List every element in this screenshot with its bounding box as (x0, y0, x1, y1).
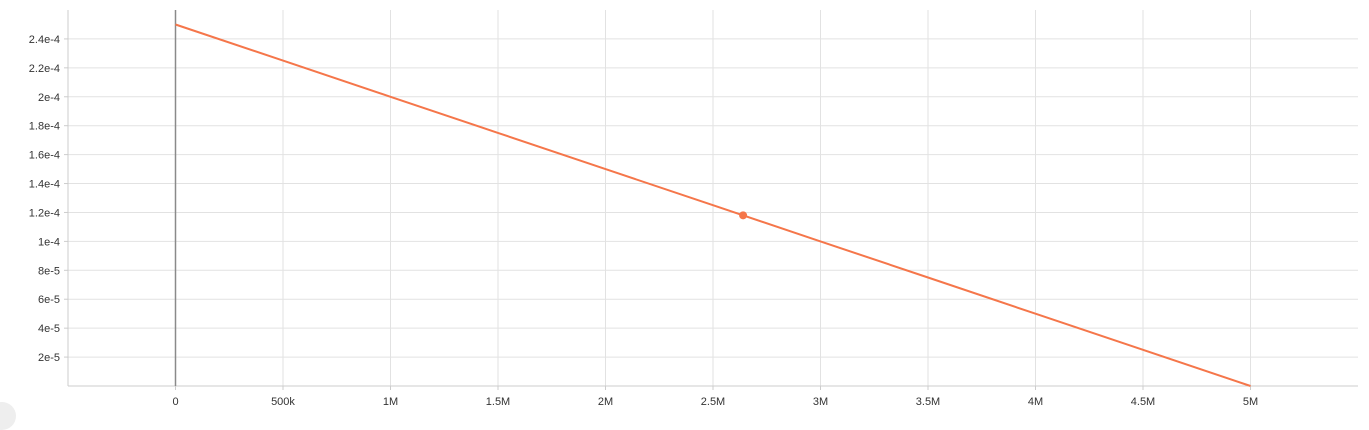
y-tick-label: 4e-5 (38, 323, 60, 335)
hover-point-marker (739, 211, 748, 220)
y-tick-label: 1.4e-4 (29, 179, 60, 191)
series-layer (175, 23, 1251, 387)
y-tick-label: 6e-5 (38, 294, 60, 306)
y-tick-label: 2.2e-4 (29, 63, 60, 75)
x-tick-label: 5M (1243, 396, 1258, 408)
y-tick-label: 1.8e-4 (29, 121, 60, 133)
x-axis-ticks: 0 500k 1M 1.5M 2M 2.5M 3M 3.5M 4M 4.5M 5M (172, 386, 1258, 408)
chart-svg: 0 500k 1M 1.5M 2M 2.5M 3M 3.5M 4M 4.5M 5M 2e-5 4e-5… (29, 10, 1358, 408)
x-tick-label: 4M (1028, 396, 1043, 408)
y-tick-label: 2.4e-4 (29, 34, 60, 46)
y-axis-ticks: 2e-5 4e-5 6e-5 8e-5 1e-4 1.2e-4 1.4e-4 1.6e-4 1.… (29, 34, 68, 364)
x-tick-label: 2.5M (701, 396, 725, 408)
y-tick-label: 8e-5 (38, 265, 60, 277)
y-tick-label: 1.2e-4 (29, 207, 60, 219)
y-tick-label: 1.6e-4 (29, 150, 60, 162)
x-tick-label: 2M (598, 396, 613, 408)
x-tick-label: 3M (813, 396, 828, 408)
x-tick-label: 4.5M (1131, 396, 1155, 408)
learning-rate-chart: 0 500k 1M 1.5M 2M 2.5M 3M 3.5M 4M 4.5M 5M 2e-5 4e-5… (0, 10, 1358, 430)
x-tick-label: 3.5M (916, 396, 940, 408)
x-tick-label: 500k (271, 396, 295, 408)
series-line (175, 23, 1251, 387)
y-tick-label: 2e-5 (38, 352, 60, 364)
x-tick-label: 1.5M (486, 396, 510, 408)
y-tick-label: 1e-4 (38, 236, 60, 248)
hover-marker-layer (739, 211, 748, 220)
x-tick-label: 0 (172, 396, 178, 408)
grid-lines (68, 10, 1358, 386)
y-tick-label: 2e-4 (38, 92, 60, 104)
x-tick-label: 1M (383, 396, 398, 408)
